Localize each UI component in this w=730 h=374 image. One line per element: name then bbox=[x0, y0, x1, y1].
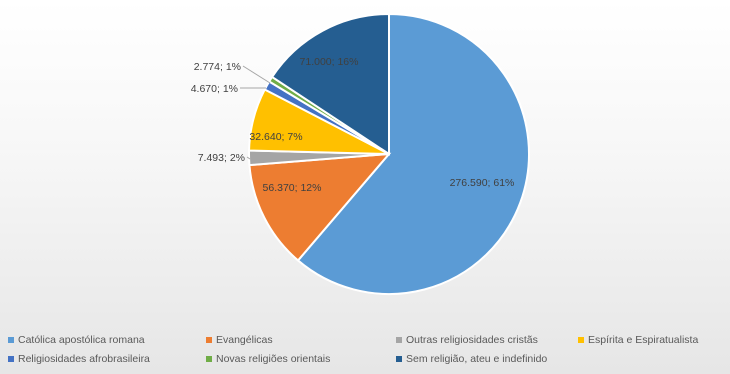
legend-row-1: Católica apostólica romana Evangélicas O… bbox=[8, 334, 728, 353]
data-label-orientais: 2.774; 1% bbox=[194, 61, 241, 73]
legend-swatch-afrobrasileira bbox=[8, 356, 14, 362]
legend-item-orientais: Novas religiões orientais bbox=[206, 353, 330, 365]
legend-swatch-evangelicas bbox=[206, 337, 212, 343]
legend-swatch-orientais bbox=[206, 356, 212, 362]
legend-item-outras-cristas: Outras religiosidades cristãs bbox=[396, 334, 538, 346]
pie-chart: 276.590; 61% 56.370; 12% 7.493; 2% 32.640; … bbox=[191, 12, 530, 295]
data-label-evangelicas: 56.370; 12% bbox=[263, 182, 322, 194]
legend-item-espirita: Espírita e Espiratualista bbox=[578, 334, 698, 346]
legend-label-espirita: Espírita e Espiratualista bbox=[588, 334, 699, 346]
legend-swatch-outras-cristas bbox=[396, 337, 402, 343]
data-label-sem-religiao: 71.000; 16% bbox=[300, 56, 359, 68]
leader-line-outras-cristas bbox=[246, 156, 251, 160]
legend-row-2: Religiosidades afrobrasileira Novas reli… bbox=[8, 353, 728, 372]
legend-label-orientais: Novas religiões orientais bbox=[216, 353, 331, 365]
legend-swatch-espirita bbox=[578, 337, 584, 343]
data-label-afrobrasileira: 4.670; 1% bbox=[191, 83, 238, 95]
legend-label-sem-religiao: Sem religião, ateu e indefinido bbox=[406, 353, 548, 365]
legend-label-catolica: Católica apostólica romana bbox=[18, 334, 145, 346]
pie-slice-catolica bbox=[296, 12, 530, 295]
legend-item-catolica: Católica apostólica romana bbox=[8, 334, 145, 346]
legend-swatch-sem-religiao bbox=[396, 356, 402, 362]
pie-slice-sem-religiao bbox=[270, 12, 390, 156]
legend-swatch-catolica bbox=[8, 337, 14, 343]
legend-item-afrobrasileira: Religiosidades afrobrasileira bbox=[8, 353, 150, 365]
legend-item-evangelicas: Evangélicas bbox=[206, 334, 273, 346]
legend-item-sem-religiao: Sem religião, ateu e indefinido bbox=[396, 353, 547, 365]
pie-slice-evangelicas bbox=[248, 152, 392, 262]
legend-label-evangelicas: Evangélicas bbox=[216, 334, 273, 346]
data-label-catolica: 276.590; 61% bbox=[450, 177, 515, 189]
data-label-espirita: 32.640; 7% bbox=[249, 131, 302, 143]
legend: Católica apostólica romana Evangélicas O… bbox=[8, 334, 728, 372]
legend-label-afrobrasileira: Religiosidades afrobrasileira bbox=[18, 353, 150, 365]
legend-label-outras-cristas: Outras religiosidades cristãs bbox=[406, 334, 538, 346]
leader-line-orientais bbox=[242, 65, 271, 84]
data-label-outras-cristas: 7.493; 2% bbox=[198, 152, 245, 164]
